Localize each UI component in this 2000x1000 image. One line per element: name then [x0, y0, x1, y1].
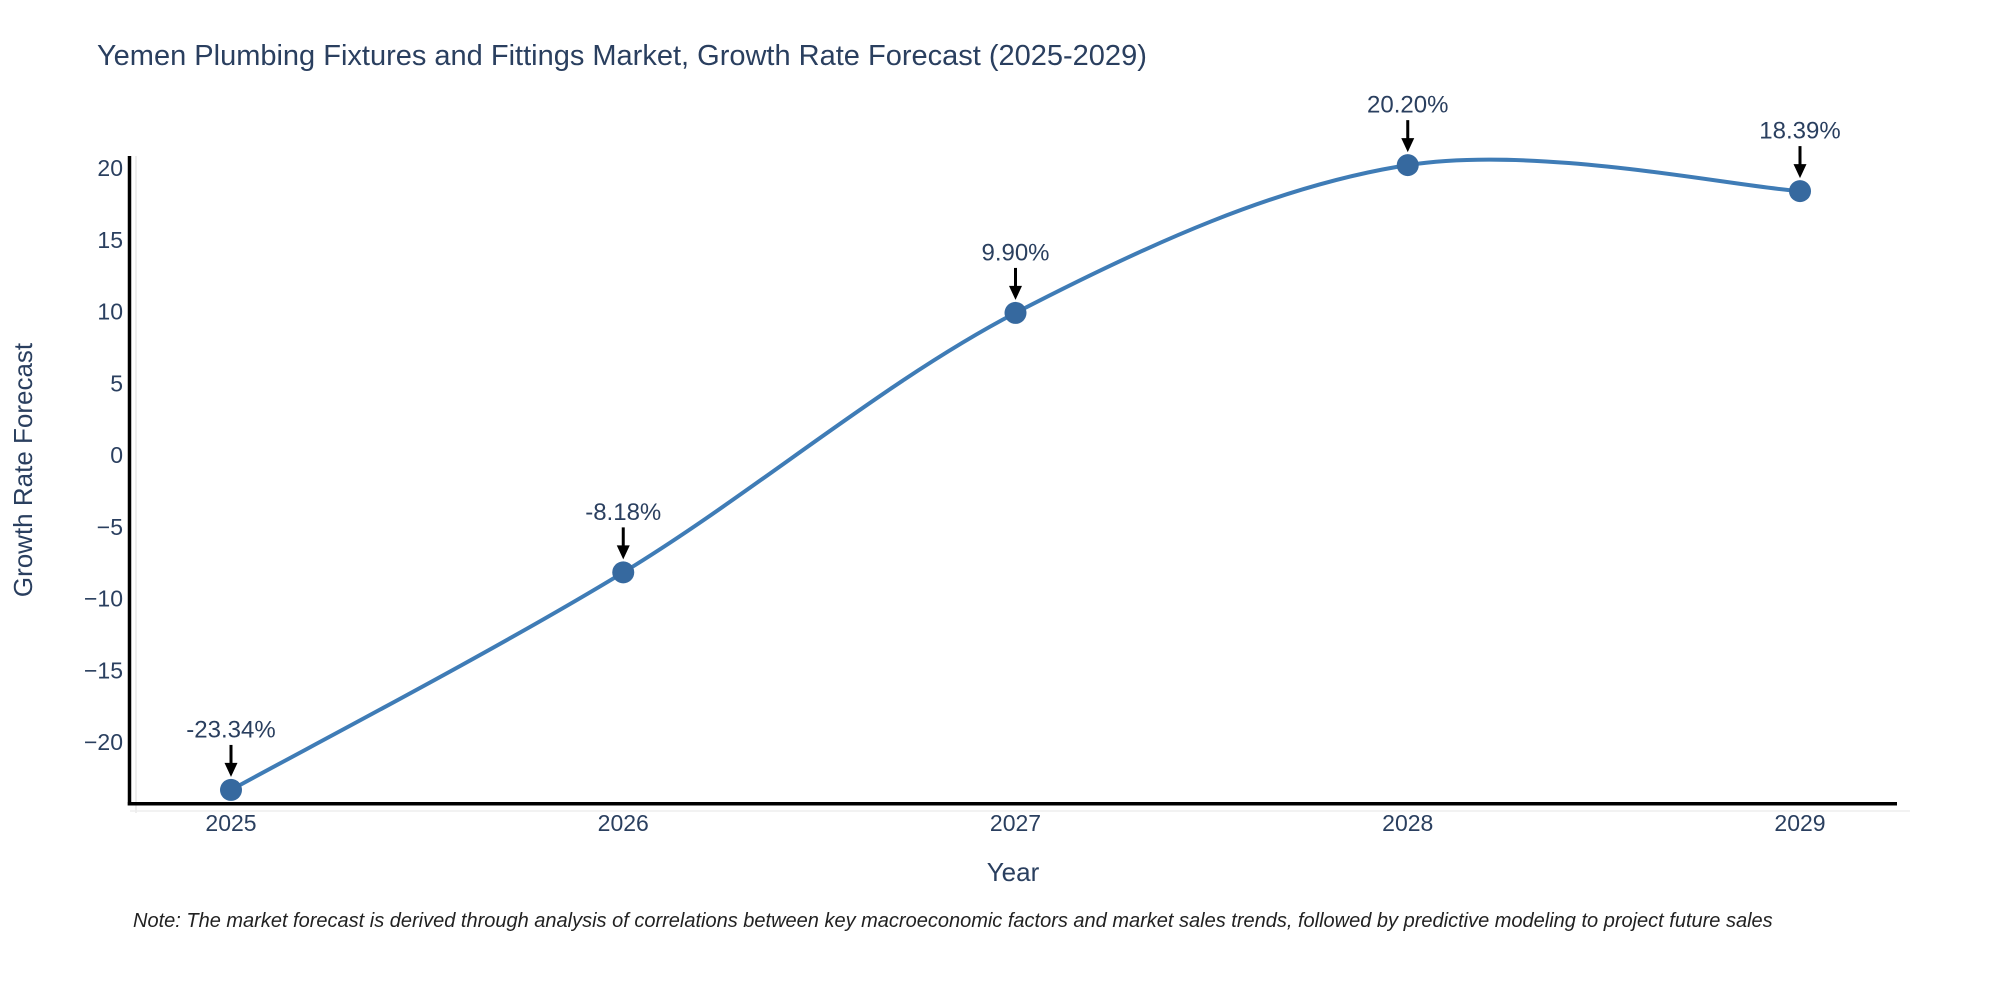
x-tick-label: 2029 [1774, 810, 1825, 836]
annotation-label: -23.34% [186, 716, 275, 743]
data-point-marker [1004, 301, 1027, 324]
y-tick-label: −20 [84, 729, 123, 755]
data-point-marker [220, 778, 242, 801]
y-tick-label: 10 [97, 299, 123, 325]
y-axis-tick-labels: 20 15 10 5 0 −5 −10 −15 −20 [84, 155, 123, 755]
data-point-marker [612, 561, 635, 584]
x-tick-label: 2026 [598, 810, 649, 836]
x-tick-label: 2027 [990, 810, 1041, 836]
annotation-label: 18.39% [1759, 118, 1840, 145]
x-tick-label: 2028 [1382, 810, 1433, 836]
y-tick-label: 15 [97, 227, 123, 253]
annotation-arrow-head [1009, 285, 1022, 300]
annotation-arrow-head [616, 545, 630, 560]
x-tick-label: 2025 [205, 810, 256, 836]
footnote: Note: The market forecast is derived thr… [133, 910, 1773, 932]
point-annotations: -23.34% -8.18% 9.90% 20.20% 18.39% [186, 92, 1841, 777]
y-axis-label: Growth Rate Forecast [8, 342, 38, 597]
data-point-markers [220, 154, 1811, 801]
x-axis-tick-labels: 2025 2026 2027 2028 2029 [205, 810, 1825, 836]
y-tick-label: −10 [84, 586, 123, 612]
y-tick-label: −15 [84, 657, 123, 683]
data-point-marker [1789, 180, 1811, 203]
y-tick-label: 0 [110, 442, 123, 468]
annotation-arrow-head [1793, 164, 1807, 179]
annotation-arrow-head [224, 762, 238, 777]
annotation-label: -8.18% [585, 499, 661, 526]
chart-title: Yemen Plumbing Fixtures and Fittings Mar… [97, 40, 1147, 72]
y-tick-label: 20 [97, 155, 123, 181]
annotation-label: 20.20% [1367, 92, 1448, 119]
annotation-arrow-head [1401, 138, 1415, 153]
data-point-marker [1396, 154, 1419, 177]
y-tick-label: 5 [110, 370, 123, 396]
annotation-label: 9.90% [981, 239, 1049, 266]
x-axis-label: Year [987, 857, 1040, 887]
y-tick-label: −5 [97, 514, 123, 540]
